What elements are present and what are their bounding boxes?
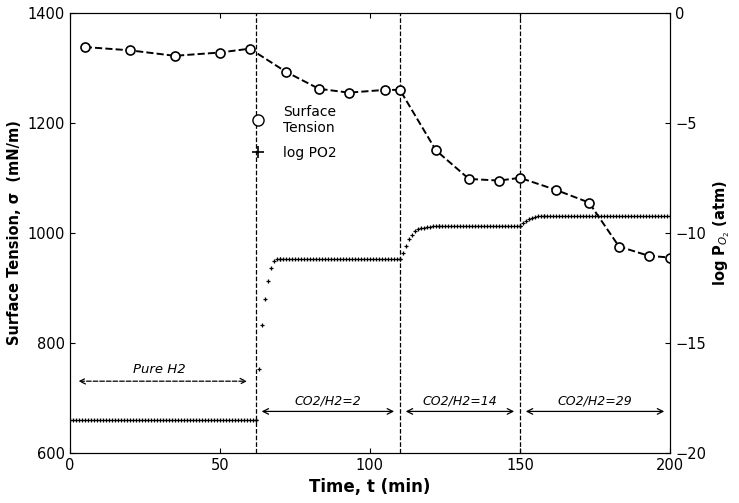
- Text: CO2/H2=14: CO2/H2=14: [423, 394, 497, 407]
- Y-axis label: log P$_{O_2}$ (atm): log P$_{O_2}$ (atm): [712, 180, 732, 286]
- Y-axis label: Surface Tension, σ  (mN/m): Surface Tension, σ (mN/m): [7, 120, 22, 345]
- X-axis label: Time, t (min): Time, t (min): [309, 478, 431, 496]
- Legend: Surface
Tension, log PO2: Surface Tension, log PO2: [239, 99, 342, 165]
- Text: Pure H2: Pure H2: [134, 363, 186, 376]
- Text: CO2/H2=29: CO2/H2=29: [558, 394, 633, 407]
- Text: CO2/H2=2: CO2/H2=2: [295, 394, 361, 407]
